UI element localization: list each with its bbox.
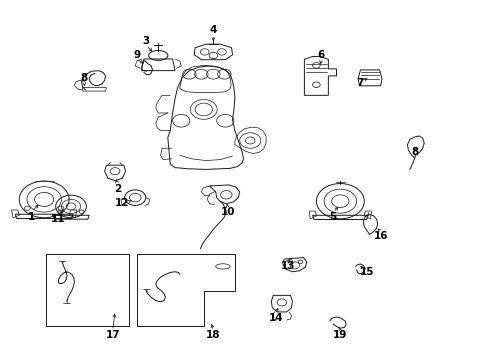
Text: 7: 7 [355, 78, 363, 88]
Text: 9: 9 [133, 50, 140, 60]
Bar [45, 254, 129, 327]
Text: 15: 15 [359, 267, 373, 277]
Text: 6: 6 [317, 50, 324, 60]
Text: 3: 3 [142, 36, 150, 46]
Text: 14: 14 [268, 312, 283, 323]
Text: 19: 19 [332, 330, 347, 340]
Text: 13: 13 [280, 261, 294, 271]
Text: 17: 17 [105, 330, 120, 340]
Text: 12: 12 [115, 198, 129, 208]
Text: 16: 16 [373, 231, 387, 242]
Text: 18: 18 [205, 330, 220, 340]
Text: 2: 2 [114, 184, 121, 194]
Text: 1: 1 [27, 212, 35, 222]
Text: 5: 5 [329, 212, 336, 222]
Text: 10: 10 [220, 207, 235, 217]
Text: 8: 8 [80, 73, 87, 83]
Text: 8: 8 [410, 147, 417, 157]
Text: 11: 11 [50, 214, 65, 224]
Text: 4: 4 [209, 25, 217, 35]
